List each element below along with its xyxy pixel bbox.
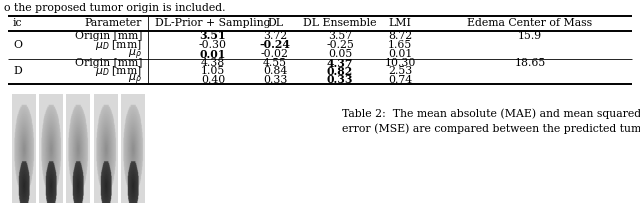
Text: 3.72: 3.72 bbox=[263, 31, 287, 41]
Text: LMI: LMI bbox=[388, 18, 412, 28]
Text: -0.02: -0.02 bbox=[261, 49, 289, 59]
Text: 0.40: 0.40 bbox=[201, 75, 225, 85]
Text: 3.51: 3.51 bbox=[200, 30, 227, 41]
Text: 15.9: 15.9 bbox=[518, 31, 542, 41]
Text: DL: DL bbox=[267, 18, 283, 28]
Text: DL Ensemble: DL Ensemble bbox=[303, 18, 377, 28]
Text: 4.55: 4.55 bbox=[263, 58, 287, 68]
Text: error (MSE) are compared between the predicted tumor: error (MSE) are compared between the pre… bbox=[342, 124, 640, 134]
Text: 0.84: 0.84 bbox=[263, 66, 287, 76]
Text: 2.53: 2.53 bbox=[388, 66, 412, 76]
Text: D: D bbox=[13, 66, 22, 76]
Text: Parameter: Parameter bbox=[84, 18, 142, 28]
Text: 0.33: 0.33 bbox=[327, 74, 353, 85]
Text: 0.82: 0.82 bbox=[327, 66, 353, 77]
Text: 4.38: 4.38 bbox=[201, 58, 225, 68]
Text: 8.72: 8.72 bbox=[388, 31, 412, 41]
Text: $\mu_D$ [mm]: $\mu_D$ [mm] bbox=[95, 65, 142, 79]
Text: -0.25: -0.25 bbox=[326, 40, 354, 50]
Text: Origin [mm]: Origin [mm] bbox=[75, 31, 142, 41]
Text: -0.24: -0.24 bbox=[260, 40, 291, 51]
Text: 10.30: 10.30 bbox=[384, 58, 416, 68]
Text: Origin [mm]: Origin [mm] bbox=[75, 58, 142, 68]
Text: $\mu_{\rho}$: $\mu_{\rho}$ bbox=[128, 47, 142, 61]
Text: 4.37: 4.37 bbox=[327, 58, 353, 69]
Text: 1.65: 1.65 bbox=[388, 40, 412, 50]
Text: O: O bbox=[13, 40, 22, 50]
Text: 1.05: 1.05 bbox=[201, 66, 225, 76]
Text: DL-Prior + Sampling: DL-Prior + Sampling bbox=[156, 18, 271, 28]
Text: Table 2:  The mean absolute (MAE) and mean squared: Table 2: The mean absolute (MAE) and mea… bbox=[342, 109, 640, 119]
Text: $\mu_D$ [mm]: $\mu_D$ [mm] bbox=[95, 38, 142, 52]
Text: $\mu_{\rho}$: $\mu_{\rho}$ bbox=[128, 73, 142, 87]
Text: 18.65: 18.65 bbox=[515, 58, 546, 68]
Text: 0.01: 0.01 bbox=[388, 49, 412, 59]
Text: -0.30: -0.30 bbox=[199, 40, 227, 50]
Text: 0.01: 0.01 bbox=[200, 49, 226, 60]
Text: Edema Center of Mass: Edema Center of Mass bbox=[467, 18, 593, 28]
Text: o the proposed tumor origin is included.: o the proposed tumor origin is included. bbox=[4, 3, 225, 13]
Text: 0.33: 0.33 bbox=[263, 75, 287, 85]
Text: 0.05: 0.05 bbox=[328, 49, 352, 59]
Text: 3.57: 3.57 bbox=[328, 31, 352, 41]
Text: ic: ic bbox=[13, 18, 22, 28]
Text: 0.74: 0.74 bbox=[388, 75, 412, 85]
